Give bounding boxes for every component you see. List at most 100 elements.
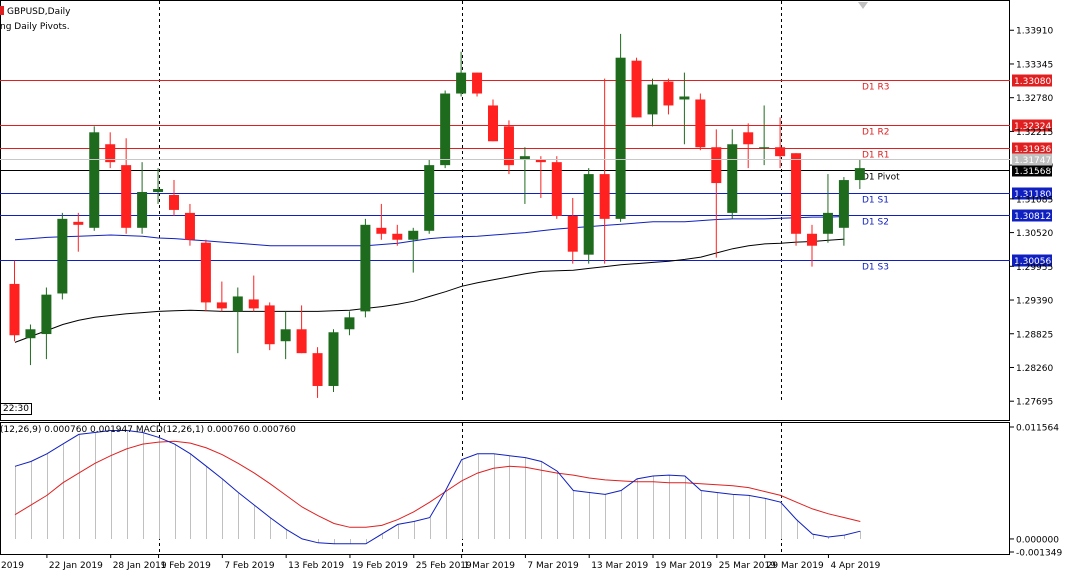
- candle-body: [759, 147, 770, 149]
- candle-body: [567, 215, 578, 252]
- candle[interactable]: [408, 227, 419, 273]
- candle[interactable]: [360, 218, 371, 318]
- candle-body: [583, 174, 594, 255]
- candle[interactable]: [216, 281, 227, 312]
- candle[interactable]: [615, 33, 626, 222]
- candle[interactable]: [105, 132, 116, 169]
- time-badge: 22:30: [0, 403, 32, 415]
- candle[interactable]: [296, 305, 307, 354]
- date-tick-label: 13 Feb 2019: [288, 561, 344, 571]
- candle[interactable]: [25, 324, 36, 366]
- pivot-price-tag-d1-r2: [1012, 119, 1052, 132]
- candle[interactable]: [169, 180, 179, 216]
- candle[interactable]: [519, 147, 530, 204]
- candle[interactable]: [599, 78, 610, 264]
- candle-body: [216, 302, 227, 309]
- candle[interactable]: [73, 212, 84, 252]
- candle[interactable]: [567, 197, 578, 264]
- candle[interactable]: [344, 311, 355, 336]
- candle-body: [519, 156, 530, 160]
- candle-body: [89, 132, 100, 228]
- candle[interactable]: [647, 78, 658, 127]
- candle[interactable]: [854, 159, 865, 190]
- date-tick-label: 28 Jan 2019: [113, 561, 167, 571]
- current-price-tag: [1012, 153, 1052, 166]
- candle[interactable]: [663, 78, 674, 115]
- candle[interactable]: [679, 72, 690, 145]
- candle[interactable]: [472, 72, 483, 97]
- candle-body: [408, 230, 419, 240]
- candle-body: [25, 329, 36, 339]
- candle-body: [854, 168, 865, 181]
- candle-body: [615, 57, 626, 219]
- price-tick-label: 1.28825: [1016, 330, 1053, 340]
- candle-body: [376, 227, 387, 234]
- candle[interactable]: [121, 138, 132, 234]
- date-tick-label: 7 Mar 2019: [527, 561, 579, 571]
- candle[interactable]: [328, 329, 339, 392]
- candle[interactable]: [184, 203, 195, 246]
- candle[interactable]: [264, 302, 275, 351]
- candle-body: [328, 332, 339, 386]
- candle[interactable]: [137, 162, 148, 234]
- symbol-header: GBPUSD,Daily: [0, 6, 70, 17]
- candle-body: [695, 99, 706, 148]
- candle[interactable]: [392, 224, 403, 246]
- candle[interactable]: [743, 123, 754, 169]
- chart-shift-marker-icon[interactable]: [858, 2, 868, 9]
- candle[interactable]: [41, 287, 52, 360]
- moving-average-fast-line: [14, 216, 845, 247]
- candle-body: [822, 212, 833, 234]
- candle[interactable]: [838, 177, 849, 246]
- candle[interactable]: [711, 129, 722, 258]
- price-tick-label: 1.33910: [1016, 27, 1053, 37]
- candle[interactable]: [456, 51, 467, 97]
- pivot-price-label-d1-r1: 1.31936: [1014, 145, 1051, 155]
- candle[interactable]: [807, 224, 817, 267]
- candle-body: [9, 283, 20, 336]
- candle-body: [153, 189, 164, 192]
- date-tick-label: 1 Mar 2019: [464, 561, 516, 571]
- candle[interactable]: [791, 153, 802, 246]
- candle[interactable]: [232, 287, 243, 354]
- candle-body: [631, 60, 642, 118]
- candle[interactable]: [503, 120, 514, 175]
- candle[interactable]: [89, 126, 100, 231]
- candle-body: [232, 296, 243, 312]
- candle[interactable]: [535, 156, 546, 198]
- candle[interactable]: [248, 275, 259, 312]
- candle-body: [679, 96, 690, 100]
- candle[interactable]: [280, 311, 291, 360]
- candle-body: [105, 144, 116, 163]
- candle[interactable]: [488, 99, 498, 142]
- candle-body: [647, 84, 658, 115]
- candle[interactable]: [551, 156, 562, 219]
- candle-body: [488, 105, 498, 142]
- candle[interactable]: [727, 129, 738, 219]
- candle[interactable]: [631, 57, 642, 118]
- candle[interactable]: [695, 93, 706, 151]
- candle[interactable]: [376, 203, 387, 240]
- candle-body: [184, 212, 195, 240]
- candle[interactable]: [200, 239, 211, 312]
- date-tick-label: 22 Jan 2019: [49, 561, 103, 571]
- candle-body: [727, 144, 738, 213]
- candle[interactable]: [312, 347, 323, 398]
- pivot-name-d1-r2: D1 R2: [862, 128, 890, 138]
- candle[interactable]: [153, 168, 164, 204]
- candle[interactable]: [424, 159, 435, 234]
- symbol-title: GBPUSD,Daily: [7, 7, 71, 17]
- candle[interactable]: [440, 90, 451, 169]
- pivot-price-tag-d1-s3: [1012, 254, 1052, 267]
- candle[interactable]: [822, 174, 833, 243]
- candle-body: [264, 305, 275, 345]
- candle[interactable]: [9, 260, 20, 342]
- candle[interactable]: [759, 105, 770, 166]
- candle[interactable]: [57, 212, 68, 300]
- candle-body: [503, 126, 514, 166]
- pivot-price-label-d1-s3: 1.30056: [1014, 257, 1051, 267]
- pivot-price-tag-d1-pivot: [1012, 164, 1052, 177]
- candle[interactable]: [583, 168, 594, 264]
